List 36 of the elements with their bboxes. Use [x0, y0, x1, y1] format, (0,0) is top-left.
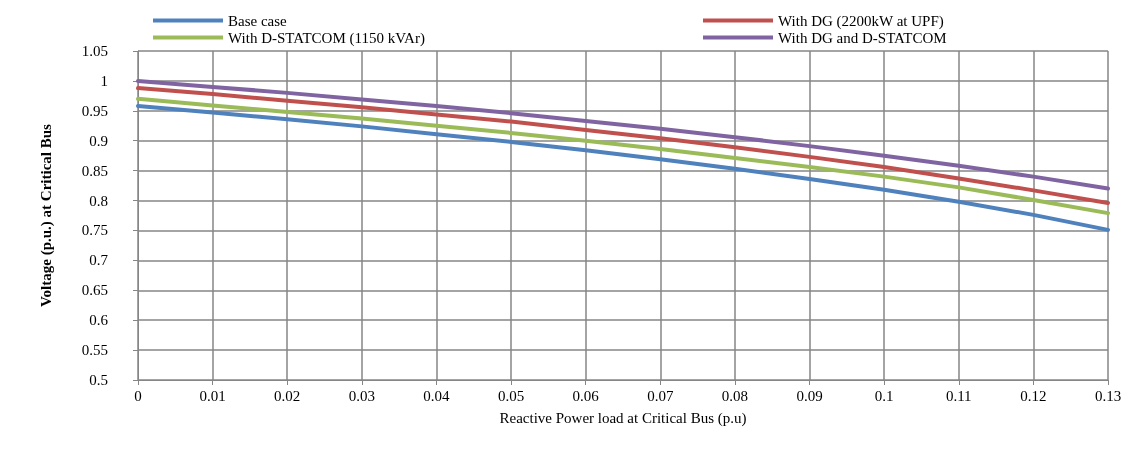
y-tick-label: 1.05	[81, 43, 108, 59]
legend-label: With DG and D-STATCOM	[778, 29, 947, 46]
y-tick-label: 0.9	[89, 132, 108, 149]
x-axis-title: Reactive Power load at Critical Bus (p.u)	[499, 409, 747, 427]
x-tick-label: 0.08	[721, 387, 749, 404]
x-tick-label: 0.01	[199, 387, 226, 404]
y-tick-label: 0.8	[89, 192, 108, 209]
line-series	[136, 78, 1110, 191]
y-tick-label: 0.65	[81, 282, 108, 299]
y-axis-title: Voltage (p.u.) at Critical Bus	[37, 123, 55, 307]
x-tick-label: 0.07	[647, 387, 674, 404]
x-tick-label: 0.11	[945, 387, 972, 404]
y-tick-label: 0.75	[81, 222, 108, 239]
x-tick-label: 0.05	[497, 387, 525, 404]
legend-label: With D-STATCOM (1150 kVAr)	[228, 29, 425, 47]
line-series	[136, 96, 1110, 216]
x-tick-label: 0.06	[572, 387, 600, 404]
legend-label: Base case	[228, 12, 288, 29]
x-tick-label: 0.09	[796, 387, 823, 404]
y-tick-label: 1	[100, 72, 108, 89]
y-tick-label: 0.5	[89, 372, 108, 388]
y-tick-label: 0.55	[81, 342, 108, 359]
legend-label: With DG (2200kW at UPF)	[778, 12, 944, 30]
y-tick-label: 0.6	[89, 312, 109, 329]
line-series	[136, 104, 1110, 232]
x-tick-label: 0.03	[348, 387, 375, 404]
x-tick-label: 0.13	[1094, 387, 1122, 404]
line-series	[136, 86, 1110, 205]
y-tick-label: 0.85	[81, 162, 108, 179]
x-tick-label: 0.1	[874, 387, 894, 404]
x-tick-label: 0.04	[423, 387, 451, 404]
y-tick-label: 0.7	[89, 252, 109, 269]
x-tick-label: 0.12	[1020, 387, 1047, 404]
x-tick-label: 0.02	[274, 387, 301, 404]
x-tick-label: 0	[134, 387, 142, 404]
y-tick-label: 0.95	[81, 102, 108, 119]
